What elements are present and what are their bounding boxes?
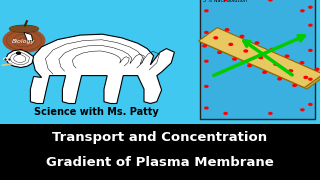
Circle shape [270,49,274,51]
Circle shape [309,103,312,105]
Circle shape [309,78,312,80]
Circle shape [233,58,236,60]
FancyBboxPatch shape [0,124,320,180]
Circle shape [309,24,312,26]
Circle shape [205,107,208,109]
Circle shape [224,112,227,114]
Circle shape [214,37,218,39]
Circle shape [300,62,304,64]
Text: Biology: Biology [12,39,35,44]
Ellipse shape [10,25,38,32]
Circle shape [304,76,308,78]
Circle shape [3,29,45,52]
Circle shape [205,31,208,33]
Circle shape [218,51,221,53]
Circle shape [205,60,208,62]
Text: Gradient of Plasma Membrane: Gradient of Plasma Membrane [46,156,274,169]
Circle shape [315,68,319,70]
Ellipse shape [4,58,11,60]
Ellipse shape [10,26,38,31]
Circle shape [309,6,312,8]
Polygon shape [201,29,320,89]
Circle shape [278,78,281,80]
Circle shape [301,10,304,12]
Circle shape [203,45,206,47]
Circle shape [309,50,312,51]
Circle shape [224,0,227,1]
FancyBboxPatch shape [200,0,315,119]
Polygon shape [6,50,34,68]
Circle shape [255,42,259,44]
Circle shape [274,63,277,65]
Circle shape [263,71,266,73]
Circle shape [240,35,244,37]
Circle shape [205,10,208,12]
Circle shape [285,55,289,57]
Polygon shape [24,32,33,40]
Circle shape [248,65,251,67]
Circle shape [293,84,296,86]
Circle shape [269,112,272,114]
Polygon shape [30,34,174,104]
Circle shape [289,70,292,72]
Circle shape [205,86,208,87]
Circle shape [17,52,20,54]
Text: Transport and Concentration: Transport and Concentration [52,131,268,144]
Circle shape [229,43,233,45]
Circle shape [269,0,272,1]
Polygon shape [198,28,320,88]
Text: 5 % NaCl Solution: 5 % NaCl Solution [203,0,247,3]
Text: Science with Ms. Patty: Science with Ms. Patty [34,107,158,117]
Circle shape [244,50,248,52]
Circle shape [301,109,304,111]
Circle shape [259,57,262,59]
Circle shape [225,29,229,31]
